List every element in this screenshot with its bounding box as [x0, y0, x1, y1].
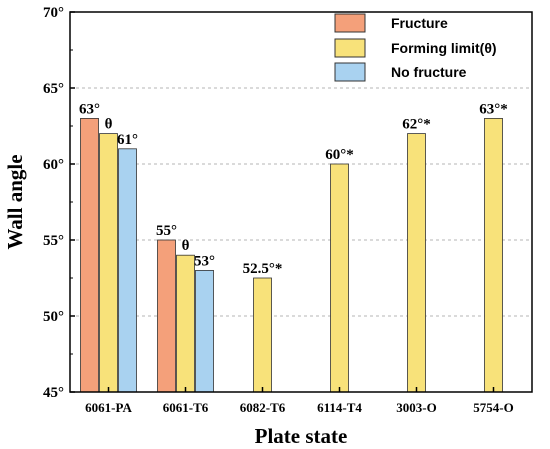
y-tick-label: 45° — [43, 385, 64, 401]
data-label: θ — [182, 238, 190, 254]
bar — [118, 148, 137, 393]
bar — [195, 269, 214, 393]
x-tick-label: 3003-O — [396, 400, 436, 415]
x-tick-label: 6114-T4 — [317, 400, 362, 415]
data-label: 60°* — [325, 147, 354, 163]
data-label: 63°* — [479, 101, 508, 117]
bar — [80, 118, 99, 393]
x-axis-title: Plate state — [255, 424, 348, 448]
data-label: 55° — [156, 223, 177, 239]
bar — [484, 118, 503, 393]
bars — [80, 118, 503, 393]
bar — [407, 133, 426, 393]
y-tick-label: 60° — [43, 157, 64, 173]
y-tick-label: 70° — [43, 5, 64, 21]
legend: Fructure Forming limit(θ) No fructure — [334, 13, 497, 82]
data-labels: 63°θ61°55°θ53° 52.5°*60°*62°*63°* — [79, 101, 508, 277]
x-tick-label: 6061-PA — [85, 400, 132, 415]
data-label: 63° — [79, 101, 100, 117]
legend-swatch-fructure — [334, 13, 366, 33]
legend-label-forming-limit: Forming limit(θ) — [391, 40, 497, 56]
bar — [176, 254, 195, 393]
y-axis-title: Wall angle — [3, 154, 27, 249]
x-tick-label: 6061-T6 — [163, 400, 209, 415]
legend-swatch-forming-limit — [334, 38, 366, 58]
x-tick-label: 5754-O — [473, 400, 513, 415]
data-label: 61° — [117, 132, 138, 148]
gridlines — [70, 87, 532, 317]
y-tick-label: 55° — [43, 233, 64, 249]
legend-label-fructure: Fructure — [391, 15, 448, 31]
data-label: θ — [105, 117, 113, 133]
y-axis-ticks: 45° 50° 55° 60° 65° 70° — [43, 5, 75, 401]
legend-swatch-no-fructure — [334, 62, 366, 82]
bar — [330, 163, 349, 393]
y-tick-label: 50° — [43, 309, 64, 325]
x-axis-ticks: 6061-PA 6061-T6 6082-T6 6114-T4 3003-O 5754-O — [85, 387, 514, 415]
x-tick-label: 6082-T6 — [240, 400, 286, 415]
bar — [157, 239, 176, 393]
data-label: 52.5°* — [243, 261, 283, 277]
bar — [253, 277, 272, 393]
legend-label-no-fructure: No fructure — [391, 64, 467, 80]
y-tick-label: 65° — [43, 81, 64, 97]
data-label: 62°* — [402, 117, 431, 133]
data-label: 53° — [194, 253, 215, 269]
bar — [99, 133, 118, 393]
